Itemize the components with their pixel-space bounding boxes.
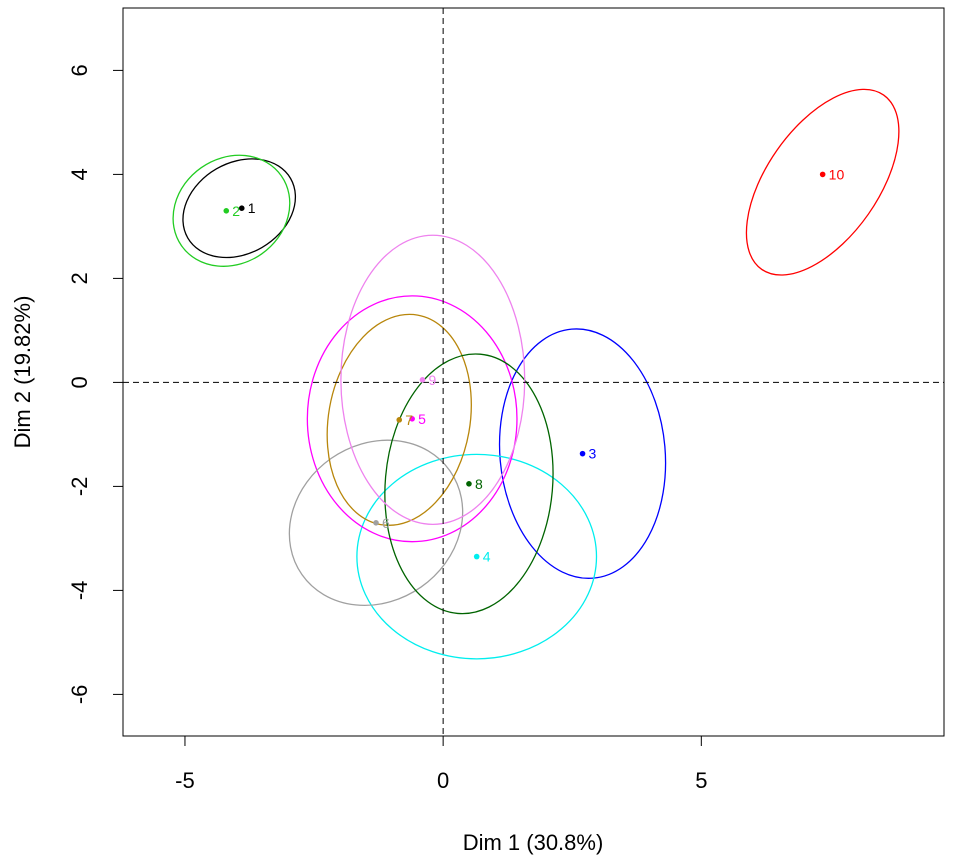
point-label-2: 2 bbox=[232, 203, 240, 219]
x-axis: -5 0 5 bbox=[175, 736, 707, 793]
y-tick-label: 4 bbox=[67, 168, 92, 180]
point-4 bbox=[473, 553, 480, 560]
y-tick-label: -6 bbox=[67, 685, 92, 705]
point-5 bbox=[409, 416, 415, 422]
confidence-ellipses bbox=[172, 88, 900, 660]
point-6 bbox=[373, 520, 379, 526]
reference-lines bbox=[123, 8, 944, 736]
x-tick-label: -5 bbox=[175, 768, 195, 793]
x-axis-label: Dim 1 (30.8%) bbox=[463, 830, 604, 855]
y-axis-label: Dim 2 (19.82%) bbox=[10, 296, 35, 449]
point-label-8: 8 bbox=[475, 476, 483, 492]
y-tick-label: -4 bbox=[67, 581, 92, 601]
ellipse-4 bbox=[356, 453, 598, 660]
y-tick-label: 6 bbox=[67, 64, 92, 76]
point-label-9: 9 bbox=[428, 372, 436, 388]
point-label-3: 3 bbox=[589, 446, 597, 462]
ellipse-1 bbox=[182, 158, 297, 259]
point-3 bbox=[579, 450, 586, 457]
plot-frame bbox=[122, 7, 945, 737]
ellipse-5 bbox=[306, 295, 518, 543]
point-10 bbox=[819, 171, 826, 178]
point-label-4: 4 bbox=[483, 549, 491, 565]
x-tick-label: 0 bbox=[437, 768, 449, 793]
point-8 bbox=[466, 481, 472, 487]
y-tick-label: -2 bbox=[67, 477, 92, 497]
point-label-5: 5 bbox=[418, 411, 426, 427]
ellipse-2 bbox=[172, 154, 291, 267]
data-points: 12 3 4 5 6 7 8 9 10 bbox=[223, 166, 845, 565]
point-label-10: 10 bbox=[829, 166, 845, 182]
ellipse-10 bbox=[745, 88, 900, 276]
point-label-1: 1 bbox=[248, 200, 256, 216]
ellipse-9 bbox=[340, 234, 526, 526]
y-tick-label: 0 bbox=[67, 376, 92, 388]
point-2 bbox=[223, 208, 230, 214]
ellipse-8 bbox=[384, 353, 554, 615]
y-axis: -6 -4 -2 0 2 4 6 bbox=[67, 64, 123, 704]
ellipse-6 bbox=[288, 439, 464, 607]
y-tick-label: 2 bbox=[67, 272, 92, 284]
point-label-6: 6 bbox=[382, 515, 390, 531]
x-tick-label: 5 bbox=[695, 768, 707, 793]
ellipse-7 bbox=[326, 313, 472, 526]
point-9 bbox=[419, 377, 426, 383]
point-label-7: 7 bbox=[405, 412, 413, 428]
point-1 bbox=[238, 205, 245, 211]
point-7 bbox=[396, 417, 403, 423]
